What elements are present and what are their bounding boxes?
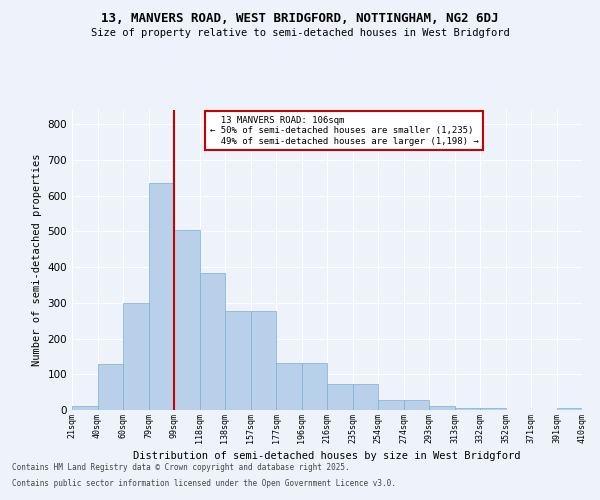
Bar (225, 310, 251, 410)
Bar (199, 273, 225, 410)
Bar (327, 384, 353, 410)
Bar (378, 400, 404, 410)
Bar (97, 364, 123, 410)
Bar (149, 183, 174, 410)
Bar (429, 406, 455, 410)
Bar (251, 310, 276, 410)
Text: Size of property relative to semi-detached houses in West Bridgford: Size of property relative to semi-detach… (91, 28, 509, 38)
Bar (72, 406, 97, 410)
Bar (302, 363, 327, 410)
Text: Contains public sector information licensed under the Open Government Licence v3: Contains public sector information licen… (12, 478, 396, 488)
Bar (557, 408, 582, 410)
Y-axis label: Number of semi-detached properties: Number of semi-detached properties (32, 154, 42, 366)
Text: 13, MANVERS ROAD, WEST BRIDGFORD, NOTTINGHAM, NG2 6DJ: 13, MANVERS ROAD, WEST BRIDGFORD, NOTTIN… (101, 12, 499, 26)
Bar (276, 363, 302, 410)
Text: 13 MANVERS ROAD: 106sqm
← 50% of semi-detached houses are smaller (1,235)
  49% : 13 MANVERS ROAD: 106sqm ← 50% of semi-de… (210, 116, 478, 146)
Bar (480, 408, 505, 410)
Bar (404, 400, 429, 410)
Bar (353, 384, 378, 410)
Bar (123, 303, 149, 410)
Bar (455, 408, 480, 410)
X-axis label: Distribution of semi-detached houses by size in West Bridgford: Distribution of semi-detached houses by … (133, 451, 521, 461)
Bar (174, 230, 199, 410)
Text: Contains HM Land Registry data © Crown copyright and database right 2025.: Contains HM Land Registry data © Crown c… (12, 464, 350, 472)
